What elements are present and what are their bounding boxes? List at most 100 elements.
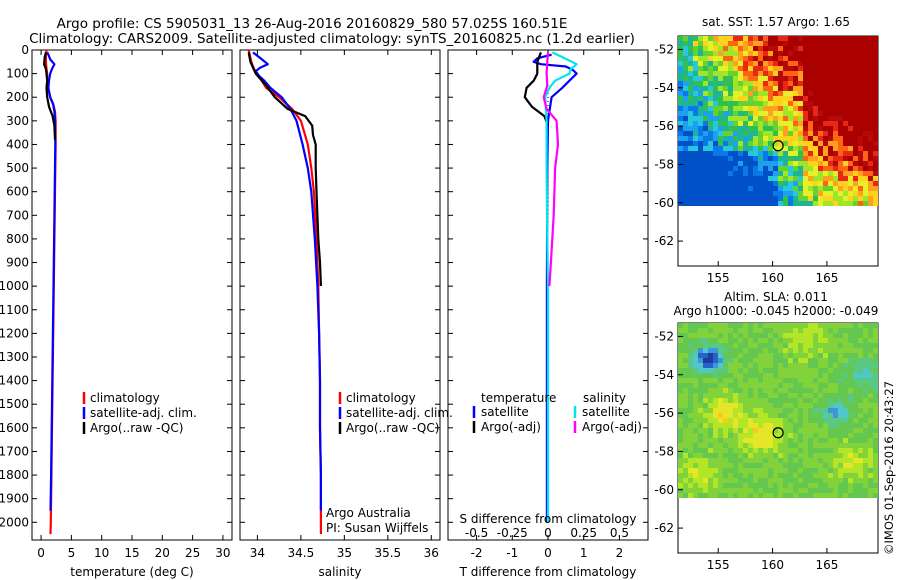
sst-cell <box>753 81 758 86</box>
sla-cell <box>773 373 778 378</box>
sst-cell <box>868 106 873 111</box>
sst-cell <box>698 196 703 201</box>
sla-cell <box>733 323 738 328</box>
sst-cell <box>803 121 808 126</box>
sst-cell <box>738 46 743 51</box>
sst-cell <box>833 101 838 106</box>
sla-cell <box>678 343 683 348</box>
sst-cell <box>788 41 793 46</box>
sla-cell <box>828 388 833 393</box>
sla-cell <box>863 413 868 418</box>
sst-cell <box>703 171 708 176</box>
sla-cell <box>863 478 868 483</box>
sla-cell <box>803 423 808 428</box>
sla-cell <box>708 358 713 363</box>
sla-cell <box>698 438 703 443</box>
sst-cell <box>788 186 793 191</box>
sla-cell <box>753 413 758 418</box>
sla-cell <box>683 383 688 388</box>
sst-cell <box>738 96 743 101</box>
sla-cell <box>868 358 873 363</box>
sst-cell <box>868 36 873 41</box>
sla-cell <box>808 423 813 428</box>
sst-cell <box>853 186 858 191</box>
sla-cell <box>748 483 753 488</box>
sla-cell <box>773 388 778 393</box>
sst-cell <box>868 96 873 101</box>
sst-cell <box>808 186 813 191</box>
sla-cell <box>713 483 718 488</box>
sla-cell <box>778 328 783 333</box>
sla-cell <box>803 478 808 483</box>
sla-cell <box>868 408 873 413</box>
sst-cell <box>698 96 703 101</box>
sla-cell <box>778 438 783 443</box>
sla-cell <box>853 423 858 428</box>
sla-cell <box>818 368 823 373</box>
sst-cell <box>868 151 873 156</box>
sst-cell <box>708 56 713 61</box>
sst-cell <box>743 181 748 186</box>
sla-cell <box>683 448 688 453</box>
sst-cell <box>678 196 683 201</box>
sst-cell <box>693 201 698 206</box>
sst-cell <box>713 151 718 156</box>
sla-cell <box>688 323 693 328</box>
sla-cell <box>848 453 853 458</box>
sst-cell <box>778 91 783 96</box>
sst-cell <box>818 136 823 141</box>
sla-cell <box>818 468 823 473</box>
y-tick-label: 1900 <box>0 492 29 506</box>
sla-cell <box>823 388 828 393</box>
sla-cell <box>778 493 783 498</box>
sla-cell <box>828 368 833 373</box>
sst-cell <box>818 51 823 56</box>
sst-cell <box>768 121 773 126</box>
sla-cell <box>753 418 758 423</box>
sla-cell <box>743 403 748 408</box>
sst-cell <box>808 201 813 206</box>
sst-cell <box>693 161 698 166</box>
sst-cell <box>788 156 793 161</box>
sst-cell <box>728 136 733 141</box>
sst-cell <box>838 191 843 196</box>
sst-cell <box>718 146 723 151</box>
sla-cell <box>868 413 873 418</box>
sst-cell <box>748 181 753 186</box>
sst-cell <box>748 111 753 116</box>
sst-cell <box>803 91 808 96</box>
sla-cell <box>828 358 833 363</box>
sla-cell <box>833 483 838 488</box>
sla-cell <box>868 393 873 398</box>
sla-cell <box>843 328 848 333</box>
sla-cell <box>858 348 863 353</box>
sst-cell <box>848 76 853 81</box>
sst-cell <box>733 106 738 111</box>
sst-cell <box>838 146 843 151</box>
sla-cell <box>858 363 863 368</box>
sst-cell <box>808 96 813 101</box>
sst-cell <box>813 76 818 81</box>
sla-cell <box>853 348 858 353</box>
sst-cell <box>708 66 713 71</box>
sla-cell <box>778 378 783 383</box>
sla-cell <box>713 448 718 453</box>
x-tick-label: 5 <box>68 546 76 560</box>
sla-cell <box>848 373 853 378</box>
sla-cell <box>733 368 738 373</box>
sst-cell <box>788 131 793 136</box>
sst-cell <box>803 176 808 181</box>
sst-cell <box>728 176 733 181</box>
sst-cell <box>683 56 688 61</box>
sla-cell <box>763 393 768 398</box>
sst-cell <box>703 106 708 111</box>
sst-cell <box>818 151 823 156</box>
sla-cell <box>678 418 683 423</box>
sla-cell <box>683 323 688 328</box>
sla-cell <box>753 473 758 478</box>
sla-cell <box>738 353 743 358</box>
sst-cell <box>803 111 808 116</box>
sla-cell <box>843 403 848 408</box>
sst-cell <box>833 81 838 86</box>
sla-cell <box>853 463 858 468</box>
